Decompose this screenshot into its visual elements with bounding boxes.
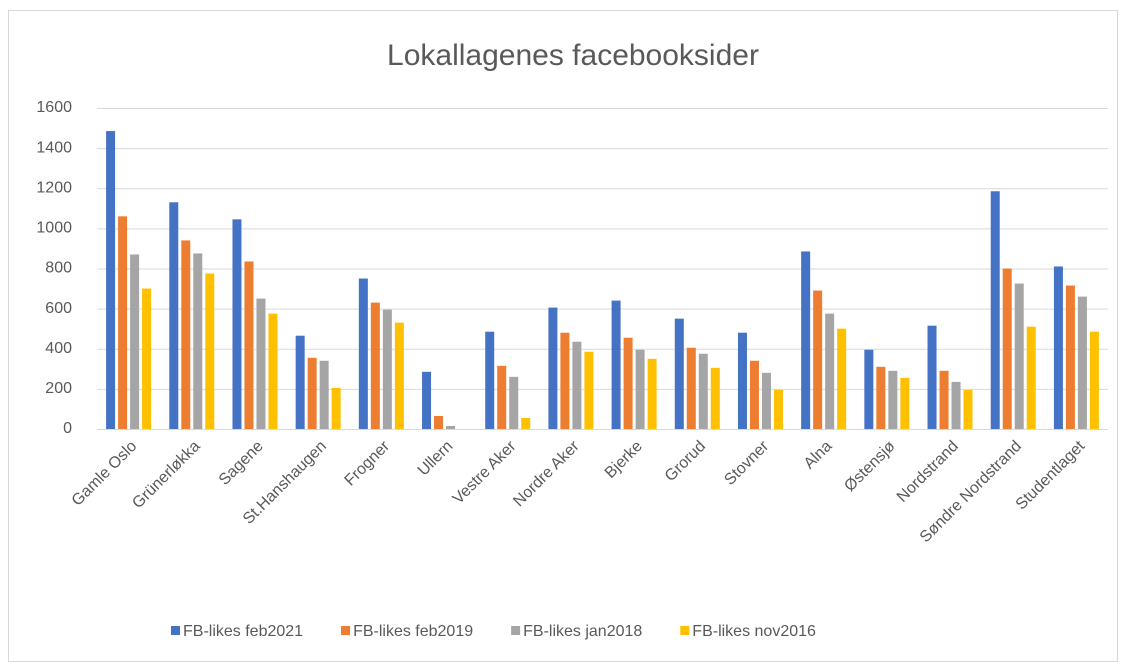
bar [990,191,1000,429]
y-tick-label: 600 [45,300,72,317]
bar [169,202,179,429]
bar [647,358,657,429]
bar [370,302,380,429]
bar [761,372,771,429]
legend-label: FB-likes jan2018 [523,623,642,640]
y-tick-label: 400 [45,340,72,357]
y-tick-label: 1400 [36,139,72,156]
bar [837,328,847,429]
bar [319,360,329,429]
bar [268,313,278,429]
bar [1014,283,1024,429]
y-tick-label: 200 [45,380,72,397]
bar [358,278,368,429]
bar [1002,268,1012,429]
bar [635,349,645,429]
y-tick-label: 0 [63,420,72,437]
y-tick-label: 800 [45,260,72,277]
bar [446,425,456,429]
legend-swatch [341,626,351,635]
bar [1026,326,1036,429]
bar [584,351,594,429]
legend-label: FB-likes nov2016 [692,623,816,640]
bar [118,216,128,429]
legend-swatch [171,626,180,635]
bar [674,318,684,429]
bar [773,389,783,429]
bar [698,353,708,429]
bar [295,335,305,429]
bar [927,325,937,429]
bar [497,365,507,429]
bar [737,332,747,429]
bar [876,366,886,429]
bar [244,261,254,429]
bar [130,254,140,429]
bar [1077,296,1087,429]
legend-label: FB-likes feb2021 [183,623,303,640]
bar [572,341,582,429]
bar [611,300,621,429]
bar [560,332,570,429]
bar [888,370,898,429]
bar [1065,285,1075,429]
bar [623,337,633,429]
legend-swatch [680,626,690,635]
bar [382,309,392,429]
bar [205,273,215,429]
bar [939,370,949,429]
bar [232,219,242,429]
bar [951,381,961,429]
y-tick-label: 1200 [36,179,72,196]
bar [749,360,759,429]
bar [181,240,191,429]
bar [509,376,519,429]
bar [422,371,432,429]
bar [825,313,835,429]
bar [307,357,317,429]
bar [485,331,495,429]
bar [548,307,558,429]
bar [142,288,152,429]
bar [256,298,266,429]
bar [394,322,404,429]
bar [106,131,116,429]
y-tick-label: 1000 [36,220,72,237]
bar [963,389,973,429]
legend-label: FB-likes feb2019 [353,623,473,640]
bar [686,347,696,429]
bar [193,253,203,429]
bar [1053,266,1063,429]
bar [434,415,444,429]
bar [710,367,720,429]
bar [813,290,823,429]
bar [1089,331,1099,429]
bar [521,417,531,429]
legend-swatch [511,626,521,635]
y-tick-label: 1600 [36,99,72,116]
bar [864,349,874,429]
chart-title: Lokallagenes facebooksider [387,39,759,72]
bar [801,251,811,429]
bar [331,387,341,429]
bar [900,377,910,429]
